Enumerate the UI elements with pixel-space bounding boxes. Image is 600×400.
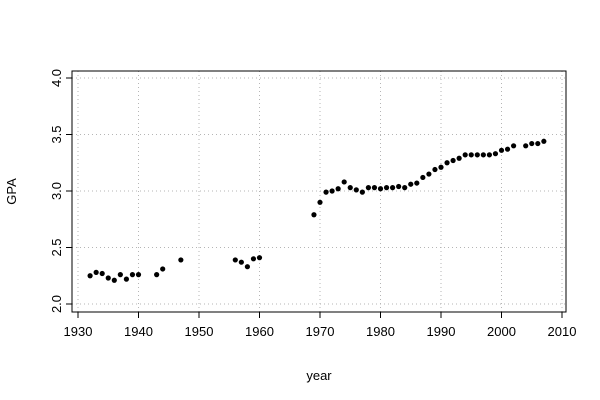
- data-point: [329, 188, 335, 194]
- data-point: [359, 189, 365, 195]
- data-point: [365, 185, 371, 191]
- data-point: [311, 212, 317, 218]
- y-tick-label: 2.5: [49, 238, 64, 256]
- data-point: [504, 146, 511, 152]
- data-point: [87, 273, 93, 279]
- data-point: [238, 259, 244, 265]
- data-point: [414, 180, 420, 186]
- data-point: [178, 257, 184, 263]
- y-tick-label: 2.0: [49, 295, 64, 313]
- y-tick-label: 3.0: [49, 182, 64, 200]
- data-point: [444, 160, 450, 166]
- x-tick-label: 2000: [487, 324, 516, 339]
- data-point: [371, 185, 378, 191]
- data-point: [438, 164, 444, 170]
- data-point: [317, 199, 323, 205]
- x-tick-label: 2010: [548, 324, 577, 339]
- data-point: [383, 185, 390, 191]
- x-tick-label: 1990: [427, 324, 456, 339]
- data-point: [468, 152, 474, 158]
- data-point: [323, 189, 329, 195]
- data-point: [492, 151, 499, 157]
- data-point: [154, 272, 160, 278]
- data-point: [420, 174, 426, 181]
- data-point: [347, 185, 353, 191]
- y-tick-label: 3.5: [49, 125, 64, 143]
- x-tick-label: 1950: [185, 324, 214, 339]
- data-point: [510, 143, 517, 149]
- data-point: [474, 152, 480, 158]
- x-tick-label: 1960: [245, 324, 274, 339]
- data-point: [341, 179, 347, 185]
- data-point: [456, 155, 462, 161]
- x-tick-label: 1940: [124, 324, 153, 339]
- data-point: [117, 272, 123, 278]
- data-point: [486, 152, 492, 158]
- data-points: [87, 138, 547, 283]
- data-point: [111, 277, 117, 283]
- x-tick-label: 1930: [64, 324, 93, 339]
- data-point: [232, 257, 238, 263]
- data-point: [377, 186, 384, 192]
- data-point: [390, 185, 396, 191]
- data-point: [498, 147, 505, 153]
- data-point: [462, 152, 468, 158]
- data-point: [93, 269, 99, 275]
- data-point: [105, 275, 111, 281]
- data-point: [250, 256, 257, 262]
- data-point: [535, 140, 541, 147]
- data-point: [426, 171, 432, 177]
- data-point: [408, 181, 414, 187]
- data-point: [402, 185, 408, 191]
- data-point: [135, 272, 142, 278]
- data-point: [396, 183, 402, 190]
- data-point: [123, 276, 129, 282]
- grid-lines: [72, 71, 566, 312]
- y-axis-title: GPA: [4, 178, 19, 205]
- data-point: [541, 138, 547, 144]
- data-point: [432, 166, 438, 173]
- data-point: [523, 143, 529, 149]
- x-axis-title: year: [306, 368, 332, 383]
- data-point: [99, 270, 105, 277]
- data-point: [160, 266, 166, 272]
- data-point: [335, 186, 341, 192]
- axis-ticks: 1930 1940 1950 1960 1970 1980 1990 2000 2010 2.0 2…: [49, 69, 576, 339]
- x-tick-label: 1970: [306, 324, 335, 339]
- data-point: [450, 157, 456, 164]
- data-point: [129, 272, 136, 278]
- data-point: [353, 187, 359, 193]
- data-point: [244, 264, 250, 270]
- plot-frame: [71, 70, 567, 313]
- data-point: [480, 152, 486, 158]
- data-point: [256, 255, 263, 261]
- data-point: [529, 140, 535, 147]
- x-tick-label: 1980: [366, 324, 395, 339]
- y-tick-label: 4.0: [49, 69, 64, 87]
